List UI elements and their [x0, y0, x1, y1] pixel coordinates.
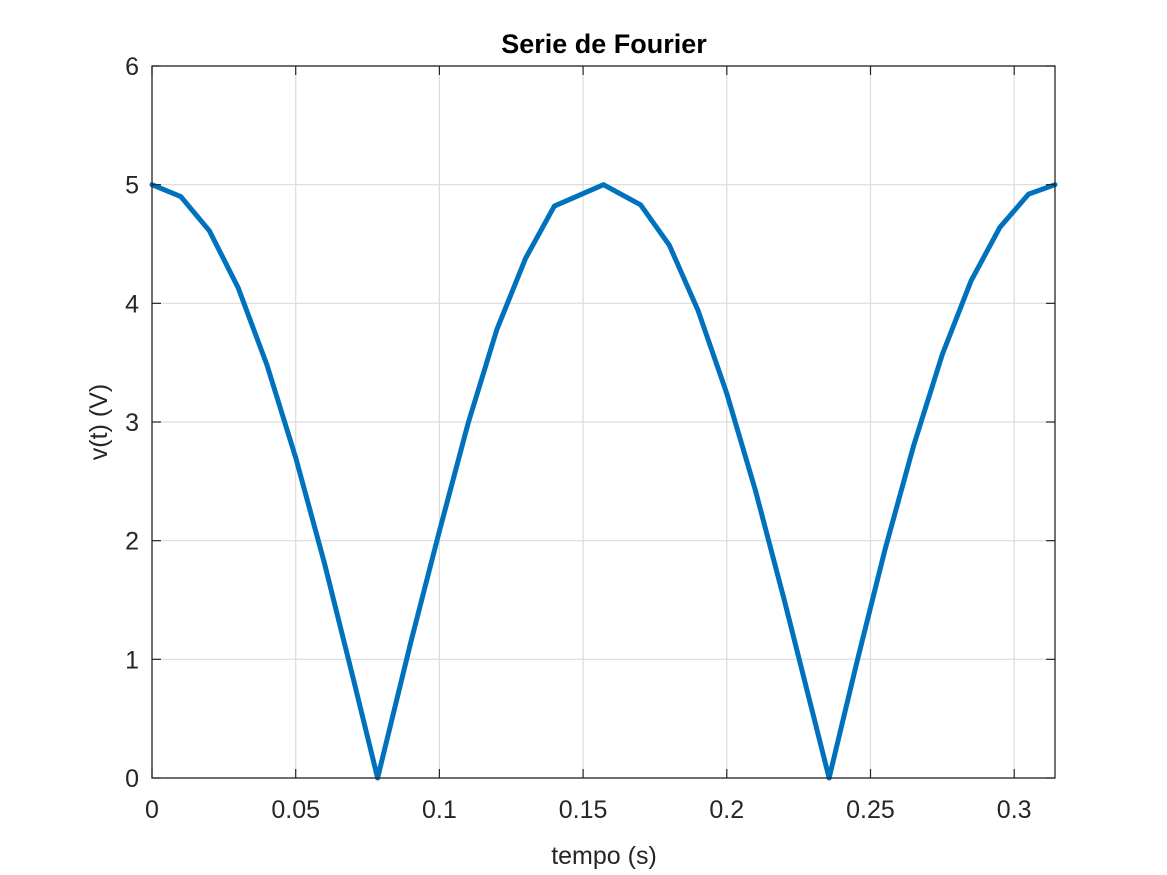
- x-tick-label: 0.05: [271, 796, 320, 824]
- chart-title: Serie de Fourier: [501, 29, 707, 59]
- series-line: [149, 182, 1058, 781]
- x-tick-labels: 0 0.05 0.1 0.15 0.2 0.25 0.3: [145, 796, 1032, 824]
- y-tick-labels: 0 1 2 3 4 5 6: [125, 53, 139, 793]
- y-tick-label: 3: [125, 409, 139, 437]
- y-tick-label: 1: [125, 646, 139, 674]
- ticks: [151, 65, 1055, 779]
- x-tick-label: 0.3: [997, 796, 1032, 824]
- y-tick-label: 4: [125, 290, 139, 318]
- x-tick-label: 0.25: [846, 796, 895, 824]
- y-axis-label: v(t) (V): [85, 384, 113, 460]
- y-tick-label: 6: [125, 53, 139, 81]
- y-tick-label: 0: [125, 765, 139, 793]
- x-tick-label: 0: [145, 796, 159, 824]
- y-tick-label: 2: [125, 528, 139, 556]
- plot-area: [149, 65, 1058, 781]
- x-tick-label: 0.2: [709, 796, 744, 824]
- x-tick-label: 0.1: [422, 796, 457, 824]
- series-layer: [149, 182, 1058, 781]
- x-axis-label: tempo (s): [551, 842, 657, 870]
- x-tick-label: 0.15: [559, 796, 608, 824]
- y-tick-label: 5: [125, 172, 139, 200]
